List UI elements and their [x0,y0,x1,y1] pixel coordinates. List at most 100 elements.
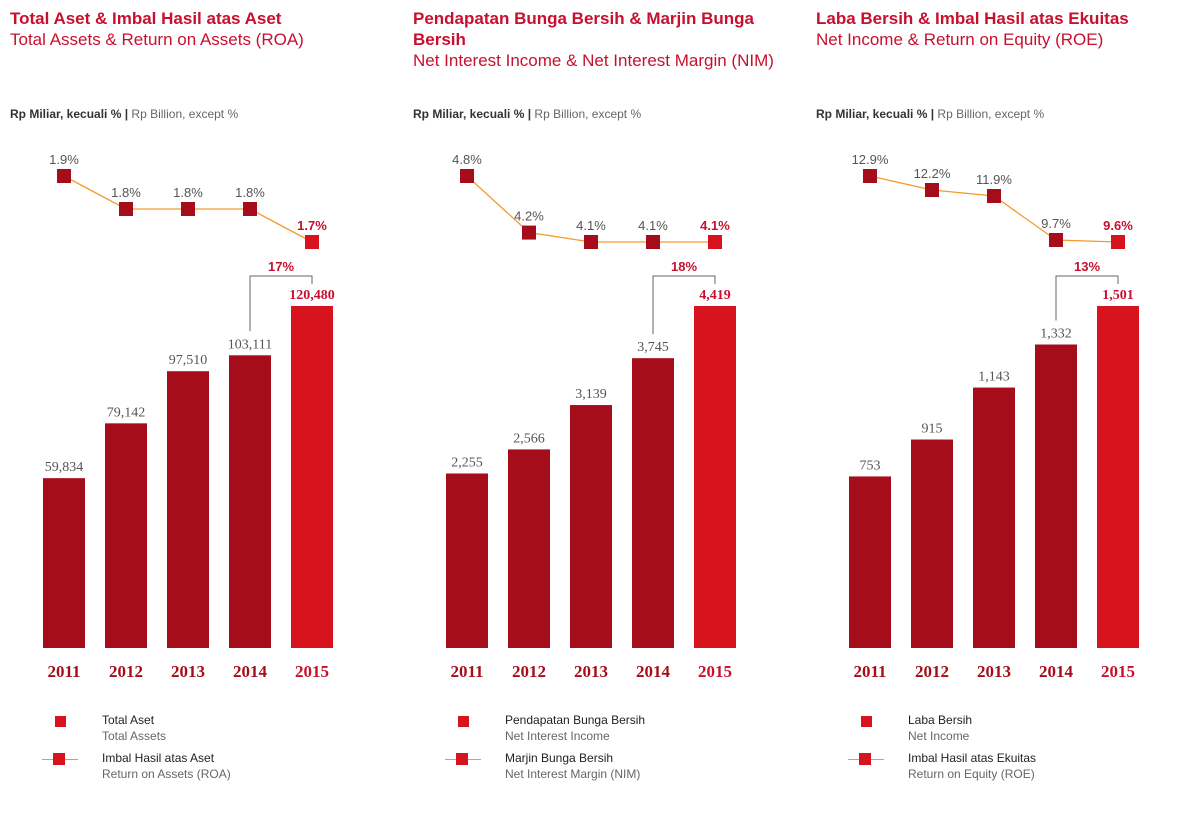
chart-panel-net-interest-income: Pendapatan Bunga Bersih & Marjin Bunga B… [413,0,793,824]
unit-label: Rp Miliar, kecuali % | Rp Billion, excep… [816,107,1044,121]
chart-panel-net-income: Laba Bersih & Imbal Hasil atas Ekuitas N… [816,0,1186,824]
combo-chart: 2,255 2011 2,566 2012 3,139 2013 3,745 2014 4,41… [446,152,736,681]
legend-bar-swatch [458,716,469,727]
x-tick-label: 2013 [977,662,1011,681]
bar-2011 [849,476,891,648]
unit-label: Rp Miliar, kecuali % | Rp Billion, excep… [413,107,641,121]
ratio-marker-2012 [522,225,536,240]
unit-separator: | [930,107,935,121]
bar-2013 [167,371,209,648]
bar-value-label: 915 [922,422,943,437]
ratio-marker-2011 [863,169,877,183]
legend-item-bar: Pendapatan Bunga Bersih Net Interest Inc… [443,712,783,750]
unit-separator: | [527,107,532,121]
bar-2013 [973,387,1015,648]
ratio-value-label: 1.8% [111,185,141,200]
bar-value-label: 3,745 [637,340,669,355]
legend-bar-label-id: Total Aset [102,713,155,727]
bar-value-label: 753 [860,458,881,473]
ratio-value-label: 4.2% [514,209,544,224]
ratio-value-label: 12.2% [914,166,951,181]
x-tick-label: 2012 [109,662,143,681]
chart-legend: Laba Bersih Net Income Imbal Hasil atas … [846,712,1186,788]
bar-2011 [446,473,488,648]
x-tick-label: 2011 [450,662,483,681]
growth-label: 18% [671,259,697,274]
ratio-marker-2012 [925,183,939,197]
chart-title: Total Aset & Imbal Hasil atas Aset Total… [10,8,385,50]
bar-value-label: 59,834 [45,460,84,475]
legend-bar-swatch [55,716,66,727]
ratio-marker-2012 [119,202,133,216]
legend-line-label-id: Marjin Bunga Bersih [505,751,614,765]
unit-label-id: Rp Miliar, kecuali % [816,107,928,121]
legend-item-line: Imbal Hasil atas Aset Return on Assets (… [40,750,380,788]
legend-item-line: Marjin Bunga Bersih Net Interest Margin … [443,750,783,788]
bar-value-label: 1,501 [1102,288,1134,303]
ratio-value-label: 4.1% [700,218,730,233]
x-tick-label: 2013 [574,662,608,681]
chart-title-en: Total Assets & Return on Assets (ROA) [10,30,304,49]
growth-bracket [249,275,313,332]
bar-2015 [291,306,333,648]
ratio-marker-2015 [708,235,722,249]
legend-line-label-en: Return on Equity (ROE) [908,767,1035,781]
growth-bracket [652,275,716,335]
bar-2014 [632,358,674,648]
ratio-marker-2015 [305,235,319,249]
ratio-value-label: 1.8% [173,185,203,200]
chart-title-id: Total Aset & Imbal Hasil atas Aset [10,9,282,28]
x-tick-label: 2013 [171,662,205,681]
bar-value-label: 103,111 [228,337,272,352]
bar-2013 [570,405,612,648]
bar-2015 [694,306,736,648]
legend-bar-label-en: Net Income [908,729,970,743]
ratio-marker-2015 [1111,235,1125,249]
ratio-marker-2014 [1049,233,1063,247]
legend-item-line: Imbal Hasil atas Ekuitas Return on Equit… [846,750,1186,788]
ratio-marker-2013 [584,235,598,249]
bar-value-label: 2,566 [513,431,545,446]
bar-2012 [911,439,953,648]
bar-value-label: 79,142 [107,405,146,420]
ratio-marker-2011 [57,169,71,183]
legend-line-marker [859,753,871,765]
ratio-value-label: 4.8% [452,152,482,167]
unit-label: Rp Miliar, kecuali % | Rp Billion, excep… [10,107,238,121]
x-tick-label: 2014 [1039,662,1074,681]
legend-line-marker [456,753,468,765]
ratio-marker-2014 [243,202,257,216]
x-tick-label: 2014 [636,662,671,681]
ratio-value-label: 11.9% [976,172,1012,187]
x-tick-label: 2012 [915,662,949,681]
bar-2014 [1035,344,1077,648]
legend-item-bar: Total Aset Total Assets [40,712,380,750]
unit-label-en: Rp Billion, except % [131,107,239,121]
legend-bar-label-en: Net Interest Income [505,729,610,743]
x-tick-label: 2011 [47,662,80,681]
x-tick-label: 2014 [233,662,268,681]
bar-2014 [229,355,271,648]
chart-legend: Pendapatan Bunga Bersih Net Interest Inc… [443,712,783,788]
x-tick-label: 2015 [295,662,329,681]
unit-label-en: Rp Billion, except % [534,107,642,121]
ratio-value-label: 12.9% [852,152,889,167]
x-tick-label: 2012 [512,662,546,681]
unit-label-id: Rp Miliar, kecuali % [413,107,525,121]
x-tick-label: 2015 [698,662,732,681]
legend-line-label-id: Imbal Hasil atas Ekuitas [908,751,1037,765]
chart-title-id: Laba Bersih & Imbal Hasil atas Ekuitas [816,9,1129,28]
bar-value-label: 3,139 [575,387,607,402]
ratio-value-label: 9.6% [1103,218,1133,233]
bar-value-label: 97,510 [169,353,208,368]
chart-title-id: Pendapatan Bunga Bersih & Marjin Bunga B… [413,9,754,49]
combo-chart: 753 2011 915 2012 1,143 2013 1,332 2014 1,501 201… [849,152,1139,681]
legend-line-marker [53,753,65,765]
bar-value-label: 120,480 [289,288,335,303]
legend-item-bar: Laba Bersih Net Income [846,712,1186,750]
ratio-value-label: 4.1% [638,218,668,233]
legend-line-label-en: Return on Assets (ROA) [102,767,231,781]
legend-bar-label-id: Pendapatan Bunga Bersih [505,713,646,727]
bar-2012 [508,449,550,648]
ratio-value-label: 1.8% [235,185,265,200]
